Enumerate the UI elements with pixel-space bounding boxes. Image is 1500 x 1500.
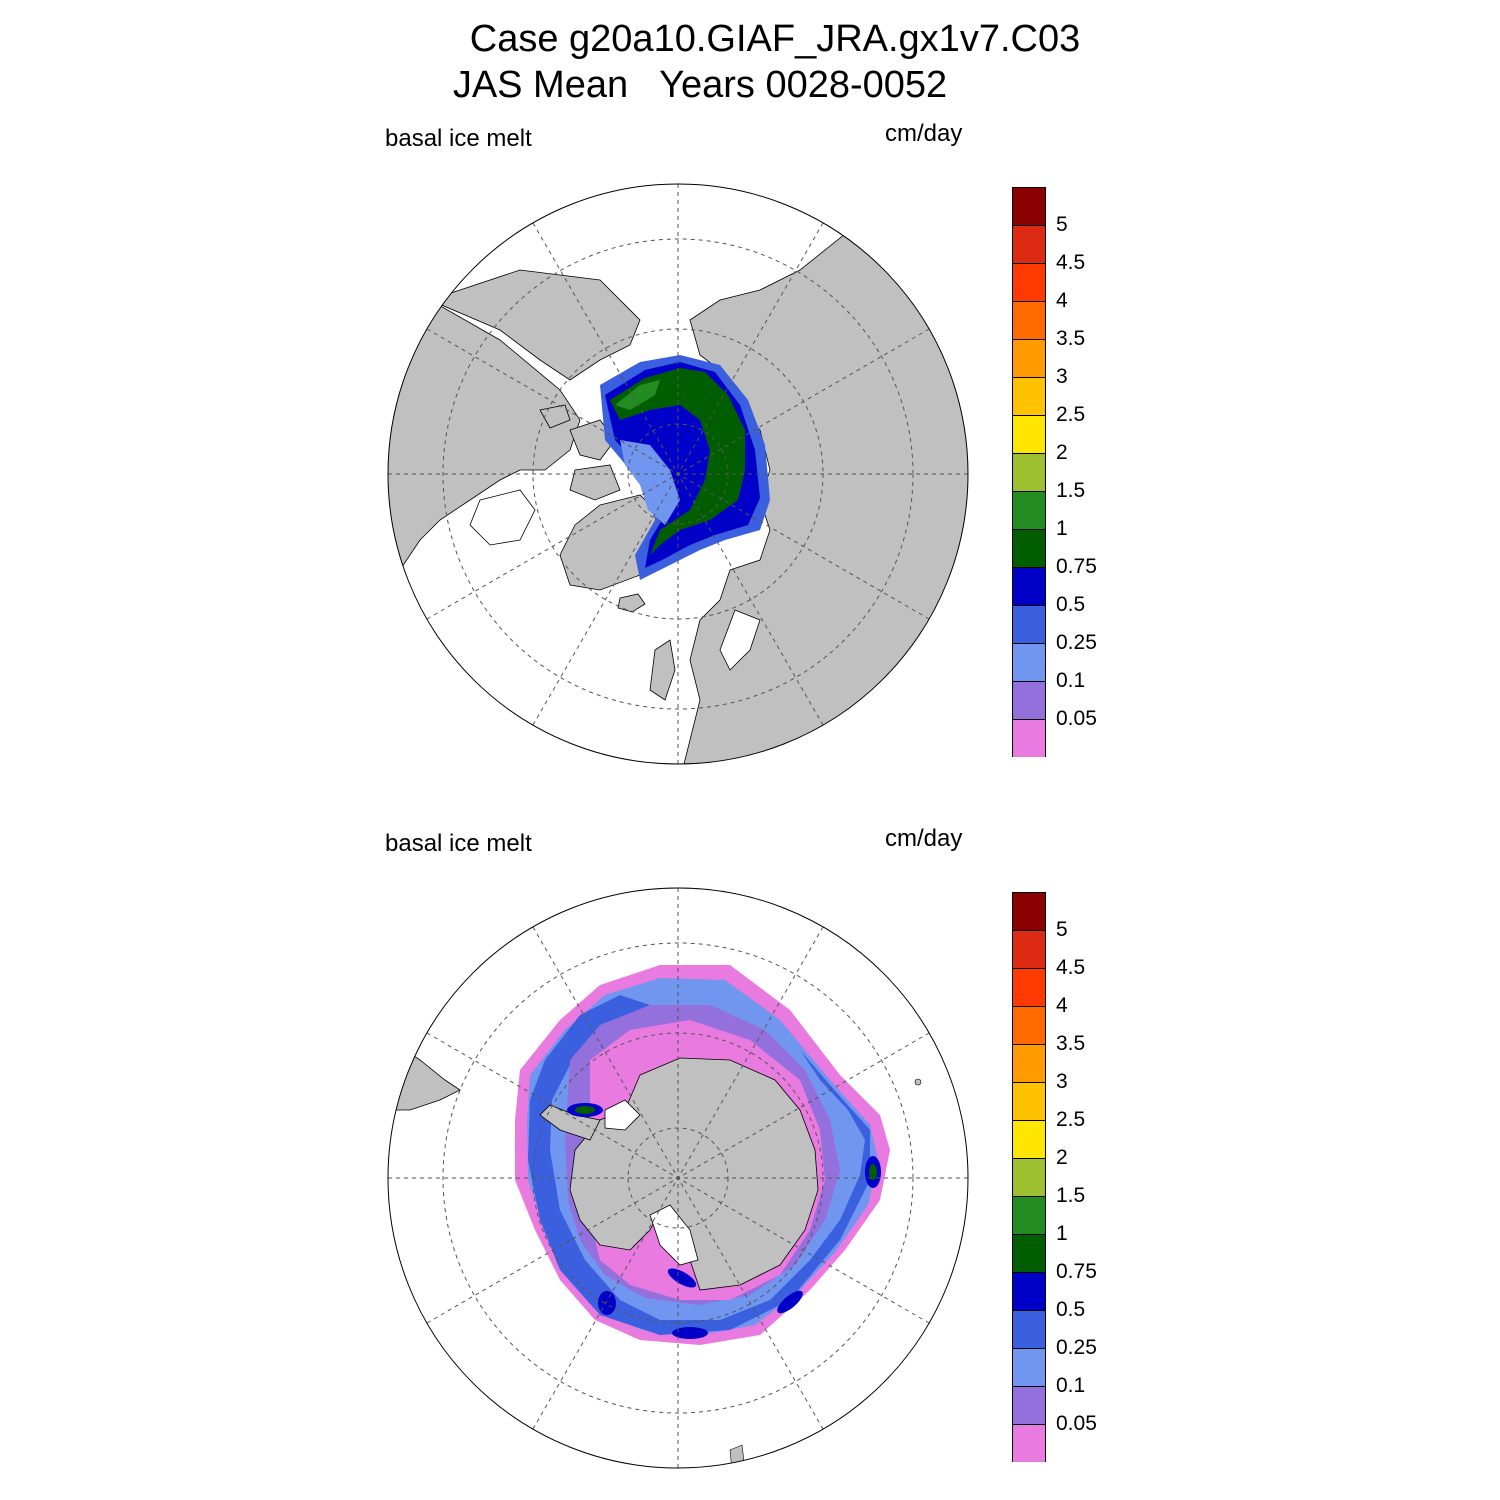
colorbar-tick-label: 3 <box>1056 1070 1068 1093</box>
colorbar-tick-label: 0.75 <box>1056 555 1097 578</box>
colorbar-box <box>1012 1272 1046 1310</box>
figure-subtitle: JAS Mean Years 0028-0052 <box>452 64 948 106</box>
colorbar-box <box>1012 1006 1046 1044</box>
south-land-island <box>914 1078 922 1086</box>
colorbar-box <box>1012 1310 1046 1348</box>
south-melt-spot-east-core <box>869 1164 877 1180</box>
colorbar-tick-label: 0.1 <box>1056 669 1086 692</box>
north-polar-map <box>387 183 969 765</box>
colorbar-box <box>1012 1234 1046 1272</box>
colorbar-tick-label: 4 <box>1056 994 1068 1017</box>
colorbar-tick-label: 4.5 <box>1056 251 1086 274</box>
colorbar-tick-label: 0.5 <box>1056 593 1086 616</box>
colorbar-box <box>1012 225 1046 263</box>
colorbar-box <box>1012 187 1046 225</box>
north-land-north-america <box>388 299 581 601</box>
south-ross-ice-shelf <box>649 1204 699 1266</box>
north-melt-1-1.5 <box>615 380 660 410</box>
north-land-british-isles <box>649 639 676 701</box>
south-melt-spot-ross <box>667 1268 697 1288</box>
colorbar-tick-label: 2 <box>1056 1146 1068 1169</box>
colorbar-tick-label: 0.25 <box>1056 1336 1097 1359</box>
colorbar-tick-label: 3 <box>1056 365 1068 388</box>
south-melt-spot-southeast <box>777 1290 803 1314</box>
colorbar-box <box>1012 529 1046 567</box>
colorbar-box <box>1012 1348 1046 1386</box>
north-graticule <box>388 184 968 764</box>
colorbar-tick-label: 4 <box>1056 289 1068 312</box>
colorbar-tick-label: 0.25 <box>1056 631 1097 654</box>
colorbar-box <box>1012 605 1046 643</box>
north-sea-baltic <box>719 609 761 671</box>
colorbar-box <box>1012 719 1046 757</box>
colorbar-box <box>1012 1120 1046 1158</box>
south-melt-spot-bottom <box>672 1327 708 1339</box>
colorbar-box <box>1012 643 1046 681</box>
colorbar-box <box>1012 377 1046 415</box>
north-melt-0.1-0.25 <box>620 440 680 525</box>
colorbar-tick-label: 1 <box>1056 517 1068 540</box>
colorbar-box <box>1012 892 1046 930</box>
colorbar-box <box>1012 1158 1046 1196</box>
colorbar-box <box>1012 263 1046 301</box>
colorbar-tick-label: 4.5 <box>1056 956 1086 979</box>
south-melt-spot-weddell-core <box>575 1106 595 1114</box>
north-panel-label: basal ice melt <box>385 125 532 152</box>
south-melt-spot-southwest <box>598 1291 616 1315</box>
colorbar-box <box>1012 681 1046 719</box>
north-melt-0.75-1 <box>610 368 745 555</box>
colorbar-tick-label: 0.5 <box>1056 1298 1086 1321</box>
colorbar-tick-label: 1.5 <box>1056 479 1086 502</box>
south-panel-label: basal ice melt <box>385 830 532 857</box>
colorbar-box <box>1012 1044 1046 1082</box>
colorbar-tick-label: 0.75 <box>1056 1260 1097 1283</box>
colorbar-box <box>1012 968 1046 1006</box>
south-units-label: cm/day <box>885 825 963 852</box>
colorbar-tick-label: 2.5 <box>1056 1108 1086 1131</box>
figure-title: Case g20a10.GIAF_JRA.gx1v7.C03 <box>469 18 1081 60</box>
colorbar-tick-label: 0.1 <box>1056 1374 1086 1397</box>
colorbar-box <box>1012 1082 1046 1120</box>
colorbar-tick-label: 3.5 <box>1056 1032 1086 1055</box>
north-sea-hudson-bay <box>469 489 536 546</box>
colorbar-box <box>1012 415 1046 453</box>
colorbar-box <box>1012 339 1046 377</box>
south-polar-map <box>387 887 969 1469</box>
north-units-label: cm/day <box>885 120 963 147</box>
colorbar-box <box>1012 491 1046 529</box>
colorbar-tick-label: 1.5 <box>1056 1184 1086 1207</box>
colorbar-tick-label: 2 <box>1056 441 1068 464</box>
colorbar-tick-label: 1 <box>1056 1222 1068 1245</box>
colorbar-box <box>1012 567 1046 605</box>
colorbar-tick-label: 5 <box>1056 918 1068 941</box>
north-map-border <box>387 183 969 765</box>
colorbar-tick-label: 5 <box>1056 213 1068 236</box>
colorbar-box <box>1012 301 1046 339</box>
south-land-new-zealand-tip <box>729 1444 746 1468</box>
colorbar-tick-label: 0.05 <box>1056 1412 1097 1435</box>
colorbar-box <box>1012 1196 1046 1234</box>
north-land-alaska <box>428 269 641 381</box>
colorbar-box <box>1012 1424 1046 1462</box>
north-land-archipelago <box>539 404 621 501</box>
south-graticule <box>388 888 968 1468</box>
colorbar-tick-label: 2.5 <box>1056 403 1086 426</box>
south-map-border <box>387 887 969 1469</box>
colorbar-tick-label: 0.05 <box>1056 707 1097 730</box>
colorbar-box <box>1012 930 1046 968</box>
colorbar-tick-label: 3.5 <box>1056 327 1086 350</box>
colorbar-box <box>1012 453 1046 491</box>
colorbar-box <box>1012 1386 1046 1424</box>
south-weddell-ice-shelf <box>604 1099 641 1131</box>
